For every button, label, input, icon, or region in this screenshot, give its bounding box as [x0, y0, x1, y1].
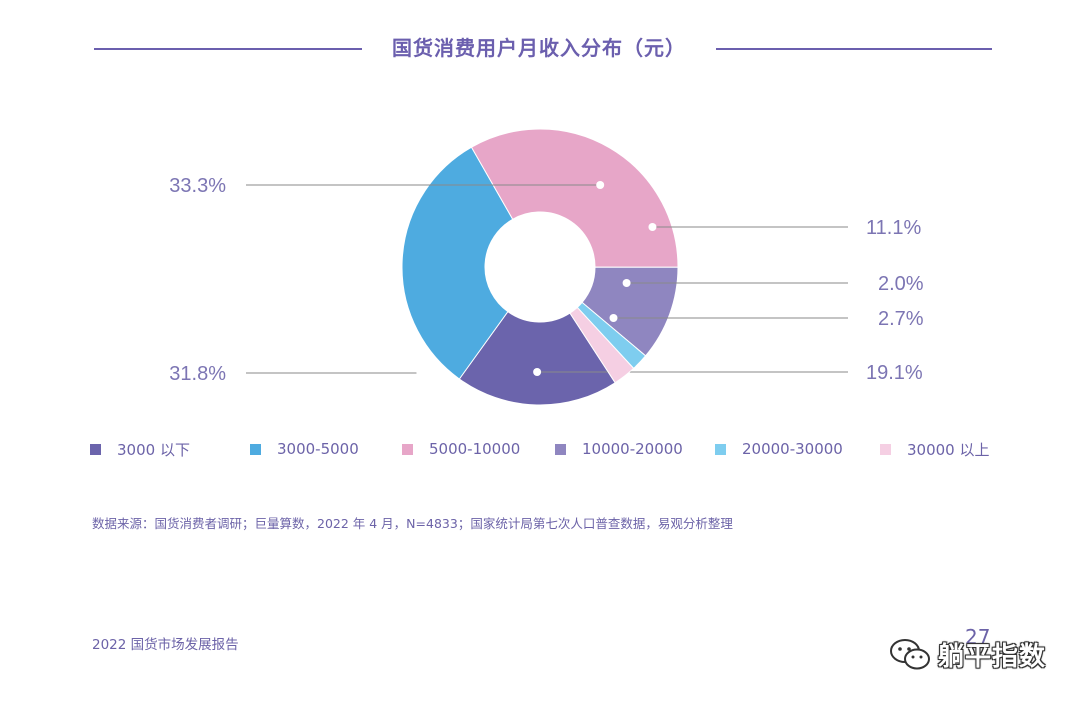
- leader-dot-3: [596, 181, 605, 189]
- legend-item-6: 30000 以上: [880, 437, 990, 461]
- value-label-2: 31.8%: [169, 363, 226, 385]
- title-divider-left: [94, 48, 362, 50]
- chart-title: 国货消费用户月收入分布（元）: [392, 36, 686, 60]
- legend-item-2: 3000-5000: [250, 437, 359, 461]
- value-label-1: 19.1%: [866, 362, 923, 384]
- legend-label: 20000-30000: [742, 440, 843, 458]
- legend-swatch: [715, 443, 726, 455]
- value-label-3: 33.3%: [169, 175, 226, 197]
- legend-label: 10000-20000: [582, 440, 683, 458]
- donut-slice-3: [470, 128, 679, 268]
- legend-label: 3000 以下: [117, 440, 190, 459]
- legend-item-5: 20000-30000: [715, 437, 843, 461]
- legend-item-4: 10000-20000: [555, 437, 683, 461]
- donut-slice-2: [401, 146, 514, 380]
- leader-dot-2: [416, 369, 425, 377]
- donut-slice-6: [569, 306, 635, 384]
- legend-swatch: [880, 443, 891, 455]
- leader-dot-6: [609, 314, 618, 322]
- watermark: 躺平指数: [888, 636, 1046, 673]
- legend-label: 5000-10000: [429, 440, 521, 458]
- wechat-icon: [890, 638, 930, 669]
- watermark-text: 躺平指数: [938, 642, 1047, 672]
- value-label-4: 11.1%: [866, 217, 921, 239]
- value-label-6: 2.7%: [878, 308, 924, 330]
- value-label-5: 2.0%: [878, 273, 924, 295]
- leader-dot-5: [622, 279, 631, 287]
- donut-slice-1: [458, 310, 616, 406]
- legend-item-1: 3000 以下: [90, 437, 190, 461]
- chart-title-bar: 国货消费用户月收入分布（元）: [0, 30, 1080, 70]
- page-number: 27: [965, 625, 991, 649]
- report-footer: 2022 国货市场发展报告: [92, 637, 239, 653]
- legend-swatch: [90, 443, 101, 455]
- legend-item-3: 5000-10000: [402, 437, 520, 461]
- leader-dot-4: [648, 223, 657, 231]
- leader-dot-1: [533, 368, 542, 376]
- title-divider-right: [716, 48, 992, 50]
- chart-legend: 3000 以下 3000-5000 5000-10000 10000-20000 200…: [90, 437, 1030, 461]
- legend-label: 30000 以上: [907, 440, 990, 459]
- legend-swatch: [555, 443, 566, 455]
- legend-swatch: [250, 443, 261, 455]
- legend-label: 3000-5000: [277, 440, 359, 458]
- data-source-note: 数据来源：国货消费者调研；巨量算数，2022 年 4 月，N=4833；国家统计…: [92, 516, 733, 531]
- legend-swatch: [402, 443, 413, 455]
